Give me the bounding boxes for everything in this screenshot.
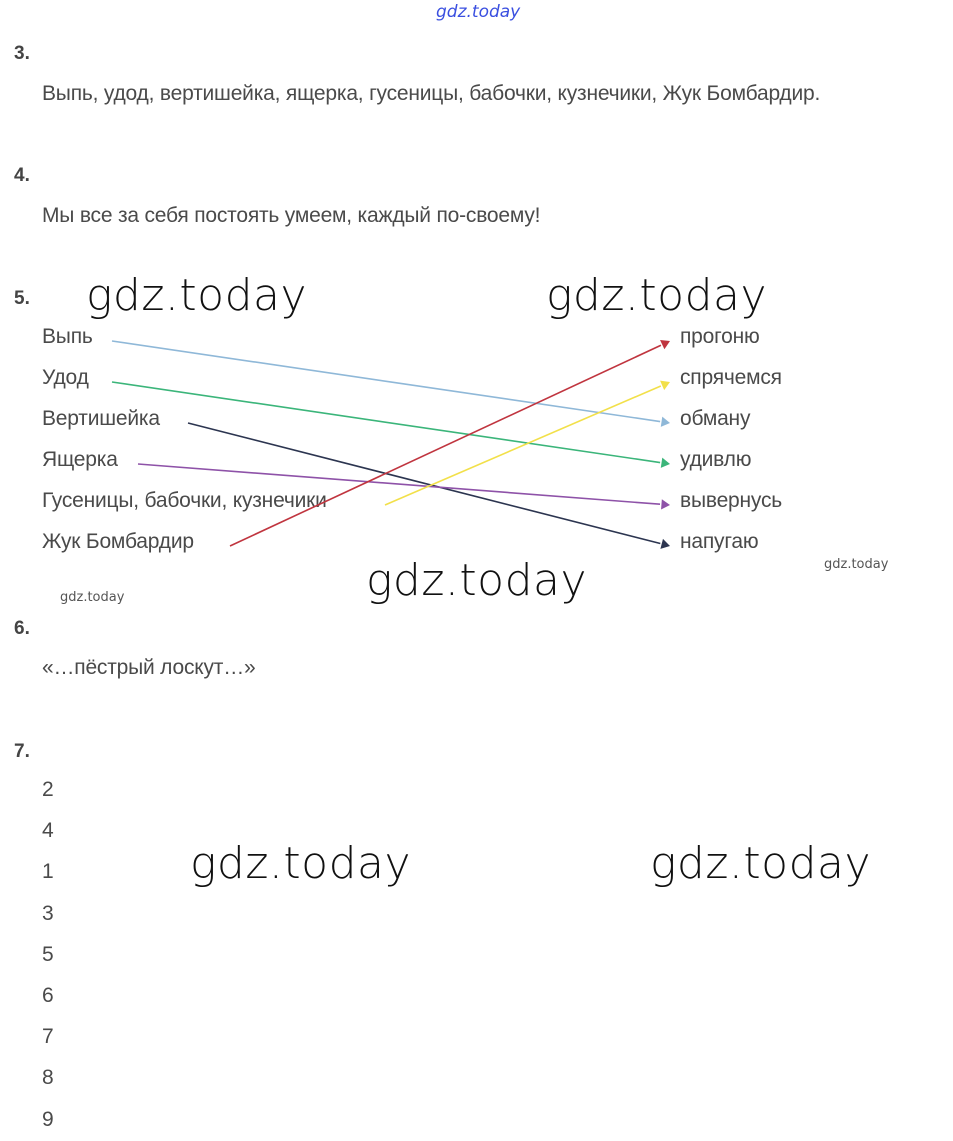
arrowhead-icon: [660, 339, 670, 350]
right-item: спрячемся: [680, 366, 782, 389]
list-item: 8: [42, 1066, 54, 1090]
question-number-5: 5.: [14, 288, 30, 309]
connection-line: [229, 344, 662, 547]
arrowhead-icon: [660, 380, 670, 391]
connection-line: [137, 463, 661, 506]
question-number-4: 4.: [14, 165, 30, 186]
question-number-3: 3.: [14, 43, 30, 64]
answer-6: «…пёстрый лоскут…»: [42, 656, 256, 679]
watermark: gdz.today: [366, 555, 588, 606]
left-item: Вертишейка: [42, 407, 160, 430]
answer-3: Выпь, удод, вертишейка, ящерка, гусеницы…: [42, 82, 821, 105]
left-item: Выпь: [42, 325, 93, 348]
list-item: 7: [42, 1025, 54, 1049]
list-item: 3: [42, 901, 54, 925]
connection-line: [187, 422, 661, 545]
right-item: прогоню: [680, 325, 760, 348]
right-item: удивлю: [680, 448, 752, 471]
watermark: gdz.today: [546, 270, 768, 321]
arrowhead-icon: [660, 538, 670, 549]
watermark: gdz.today: [650, 838, 872, 889]
list-item: 2: [42, 778, 54, 801]
right-item: обману: [680, 407, 751, 430]
answer-4: Мы все за себя постоять умеем, каждый по…: [42, 204, 541, 227]
list-item: 4: [42, 819, 54, 843]
right-item: вывернусь: [680, 489, 783, 512]
list-item: 9: [42, 1107, 54, 1131]
left-item: Ящерка: [42, 448, 118, 471]
left-item: Гусеницы, бабочки, кузнечики: [42, 489, 327, 512]
list-item: 1: [42, 860, 54, 884]
list-item: 6: [42, 984, 54, 1007]
right-item: напугаю: [680, 530, 759, 553]
arrowhead-icon: [660, 457, 670, 468]
connection-line: [111, 381, 661, 464]
left-item: Удод: [42, 366, 89, 389]
arrowhead-icon: [661, 499, 670, 510]
question-number-6: 6.: [14, 618, 30, 639]
watermark: gdz.today: [60, 590, 125, 605]
connection-line: [111, 340, 661, 423]
question-number-7: 7.: [14, 741, 30, 762]
connection-line: [384, 385, 662, 506]
watermark: gdz.today: [190, 838, 412, 889]
left-item: Жук Бомбардир: [42, 530, 194, 553]
watermark: gdz.today: [436, 2, 521, 22]
list-item: 5: [42, 942, 54, 966]
arrowhead-icon: [660, 416, 670, 427]
watermark: gdz.today: [86, 270, 308, 321]
watermark: gdz.today: [824, 557, 889, 572]
